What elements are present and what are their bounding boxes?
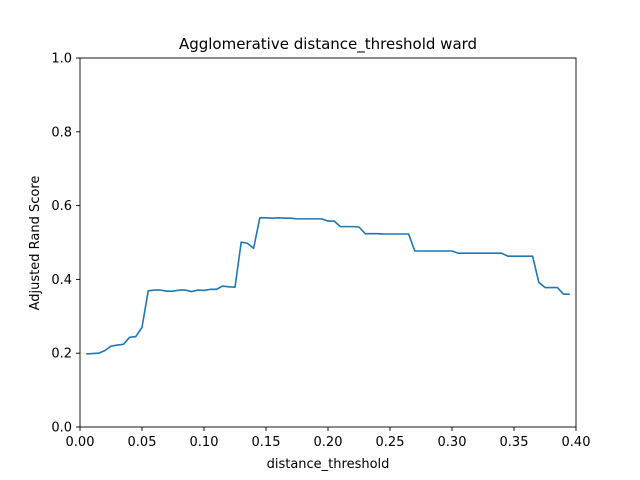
y-tick-label: 0.4 <box>51 273 72 288</box>
series-line-0 <box>86 216 570 355</box>
x-tick-label: 0.25 <box>376 435 405 450</box>
y-tick-label: 0.6 <box>51 199 72 214</box>
y-tick-label: 0.2 <box>51 347 72 362</box>
x-tick-label: 0.20 <box>314 435 343 450</box>
x-tick-label: 0.00 <box>66 435 95 450</box>
x-tick-label: 0.35 <box>500 435 529 450</box>
x-tick-label: 0.30 <box>438 435 467 450</box>
y-tick-label: 1.0 <box>51 52 72 67</box>
x-tick-label: 0.05 <box>128 435 157 450</box>
x-tick-label: 0.40 <box>562 435 591 450</box>
chart-title: Agglomerative distance_threshold ward <box>179 35 477 54</box>
x-tick-label: 0.15 <box>252 435 281 450</box>
x-axis-label: distance_threshold <box>267 457 390 472</box>
y-tick-label: 0.0 <box>51 421 72 436</box>
y-axis-label: Adjusted Rand Score <box>28 176 43 311</box>
x-tick-label: 0.10 <box>190 435 219 450</box>
y-tick-label: 0.8 <box>51 125 72 140</box>
plot-area: 0.00 0.05 0.10 0.15 0.20 0.25 0.30 0.35 0.40 0.0 0… <box>51 52 590 451</box>
